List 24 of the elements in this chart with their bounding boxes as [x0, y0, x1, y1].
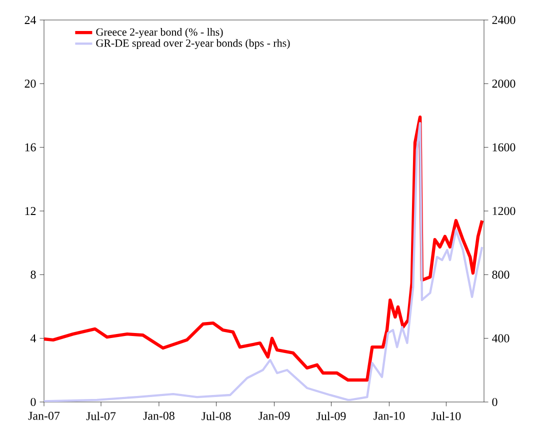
y-tick-label: 12	[25, 207, 36, 215]
x-tick-label: Jul-07	[86, 412, 116, 420]
y2-tick-label: 1600	[492, 143, 516, 152]
x-tick-label: Jul-08	[202, 412, 231, 420]
x-tick-label: Jul-09	[316, 412, 346, 420]
y2-tick-label: 2000	[492, 80, 516, 88]
legend-label: Greece 2-year bond (% - lhs)	[96, 28, 223, 38]
y2-tick-label: 400	[492, 334, 510, 342]
y2-tick-label: 2400	[492, 16, 516, 24]
x-tick-label: Jan-09	[258, 412, 290, 420]
x-tick-label: Jan-10	[374, 412, 405, 420]
y2-tick-label: 0	[492, 398, 498, 406]
x-tick-label: Jul-10	[432, 412, 461, 420]
y-tick-label: 16	[25, 143, 36, 152]
y2-tick-label: 1200	[492, 206, 516, 216]
x-tick-label: Jan-07	[28, 412, 60, 420]
legend-label: GR-DE spread over 2-year bonds (bps - rhs)	[96, 39, 290, 50]
y-tick-label: 20	[24, 80, 36, 88]
y-tick-label: 4	[30, 334, 36, 342]
y-tick-label: 24	[24, 16, 36, 24]
y-tick-label: 8	[30, 270, 36, 279]
x-tick-label: Jan-08	[143, 412, 174, 420]
y-tick-label: 0	[30, 398, 36, 406]
y2-tick-label: 800	[492, 270, 510, 279]
